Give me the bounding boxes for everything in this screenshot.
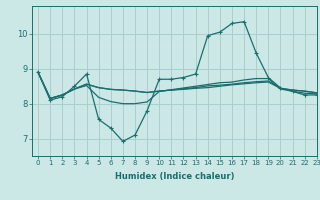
X-axis label: Humidex (Indice chaleur): Humidex (Indice chaleur) bbox=[115, 172, 234, 181]
